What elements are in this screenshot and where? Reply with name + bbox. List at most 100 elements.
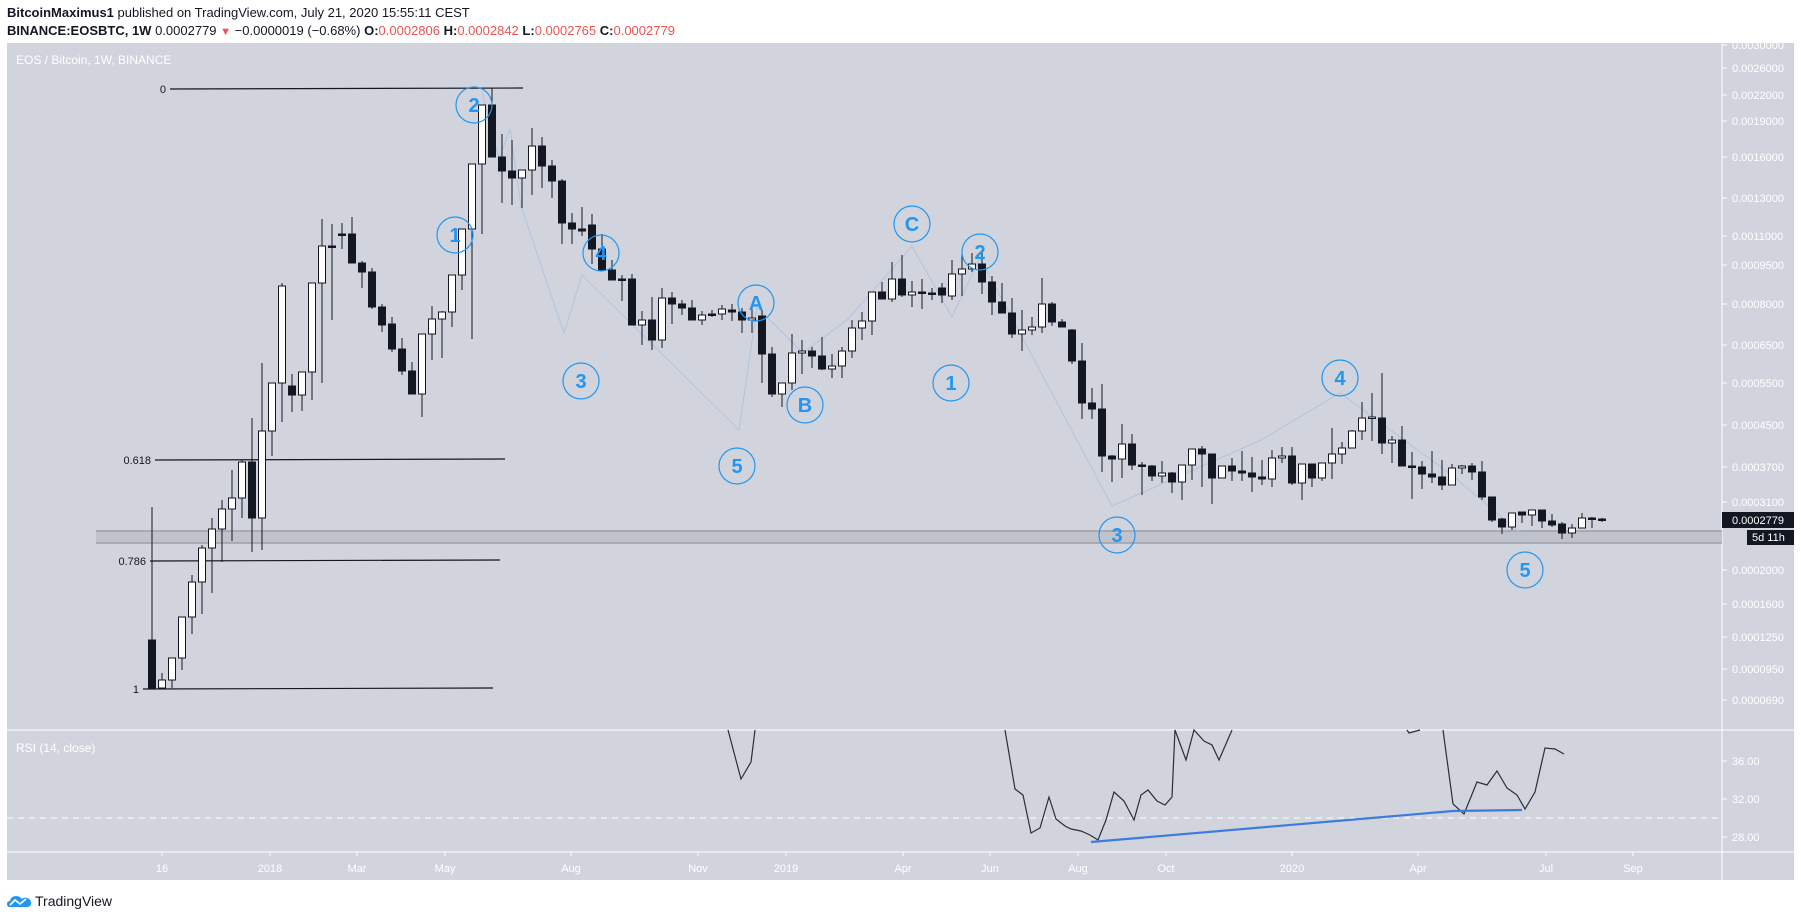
fib-level-line[interactable] — [142, 687, 494, 690]
svg-text:5: 5 — [731, 456, 742, 478]
bull-candle — [1448, 467, 1456, 486]
support-zone-rect[interactable] — [96, 531, 1722, 543]
svg-text:2: 2 — [468, 95, 479, 117]
bear-candle — [708, 313, 716, 316]
wave-labels[interactable]: 2 1 4 3 A B 5 C 2 1 4 3 5 — [436, 86, 1544, 589]
current-price-tag — [1722, 512, 1794, 528]
fib-level-label: 0.618 — [123, 455, 151, 467]
bear-candle — [1228, 465, 1236, 472]
bear-candle — [408, 370, 416, 395]
bear-candle — [1588, 517, 1596, 520]
bear-candle — [598, 248, 606, 271]
fib-level-label: 1 — [133, 684, 139, 696]
bull-candle — [478, 104, 486, 165]
svg-text:A: A — [749, 293, 763, 315]
bull-candle — [638, 319, 646, 326]
wave-path[interactable] — [481, 91, 1526, 538]
wave-label-A[interactable]: A — [737, 284, 775, 322]
wave-label-5[interactable]: 5 — [718, 447, 756, 485]
wave-label-3[interactable]: 3 — [1098, 516, 1136, 554]
support-zone[interactable] — [96, 530, 1722, 544]
price-axis-label: 0.0030000 — [1732, 40, 1784, 52]
bear-candle — [1488, 496, 1496, 521]
bull-candle — [1508, 512, 1516, 528]
fib-retracement[interactable]: 0 0.618 0.786 1 — [118, 84, 524, 696]
bear-candle — [1198, 448, 1206, 455]
bull-candle — [1278, 455, 1286, 459]
rsi-title: RSI (14, close) — [16, 741, 95, 755]
rsi-axis[interactable]: 36.00 32.00 28.00 — [1722, 756, 1760, 844]
bear-candle — [548, 165, 556, 182]
elliott-wave-polyline[interactable] — [481, 91, 1526, 538]
fib-level-label: 0.786 — [118, 556, 146, 568]
bear-candle — [578, 228, 586, 232]
bear-candle — [1098, 408, 1106, 457]
bull-candle — [1028, 326, 1036, 331]
bull-candle — [178, 616, 186, 659]
rsi-divergence-trendline[interactable] — [1090, 808, 1523, 844]
bull-candle — [888, 278, 896, 300]
wave-label-4[interactable]: 4 — [1321, 359, 1359, 397]
bull-candle — [1318, 462, 1326, 479]
wave-label-C[interactable]: C — [893, 205, 931, 243]
price-axis[interactable]: 0.0030000 0.0026000 0.0022000 0.0019000 0.00… — [1722, 40, 1794, 707]
bear-candle — [1108, 455, 1116, 460]
bull-candle — [1388, 439, 1396, 444]
fib-level-line[interactable] — [154, 458, 506, 461]
wave-label-1[interactable]: 1 — [436, 216, 474, 254]
bull-candle — [868, 291, 876, 322]
bull-candle — [468, 163, 476, 230]
tradingview-logo[interactable]: TradingView — [7, 893, 112, 909]
wave-label-2[interactable]: 2 — [455, 86, 493, 124]
bear-candle — [1418, 466, 1426, 475]
bear-candle — [288, 385, 296, 396]
wave-label-1[interactable]: 1 — [932, 364, 970, 402]
bull-candle — [308, 282, 316, 373]
bear-candle — [758, 315, 766, 355]
fib-level-line[interactable] — [149, 559, 501, 562]
author-name[interactable]: BitcoinMaximus1 — [7, 5, 114, 20]
bull-candle — [658, 297, 666, 341]
time-axis-label: Mar — [348, 863, 367, 875]
bear-candle — [1208, 453, 1216, 479]
wave-label-2[interactable]: 2 — [961, 233, 999, 271]
bear-candle — [1398, 439, 1406, 467]
down-arrow-icon: ▼ — [220, 26, 232, 38]
bear-candle — [878, 291, 886, 300]
price-axis-label: 0.0008000 — [1732, 299, 1784, 311]
time-axis-label: 16 — [156, 863, 168, 875]
bear-candle — [1048, 303, 1056, 323]
bull-candle — [218, 508, 226, 530]
bear-candle — [1468, 465, 1476, 473]
bull-candle — [528, 145, 536, 171]
bear-candle — [998, 301, 1006, 314]
bear-candle — [768, 353, 776, 395]
rsi-axis-label: 32.00 — [1732, 794, 1760, 806]
bear-candle — [1308, 463, 1316, 479]
fib-level-line[interactable] — [169, 87, 524, 90]
bull-candle — [298, 371, 306, 396]
wave-label-B[interactable]: B — [786, 386, 824, 424]
bear-candle — [1498, 518, 1506, 528]
price-axis-label: 0.0000690 — [1732, 695, 1784, 707]
bear-candle — [608, 269, 616, 281]
rsi-line — [1442, 729, 1565, 816]
bear-candle — [1478, 471, 1486, 498]
bear-candle — [1598, 518, 1606, 521]
svg-text:4: 4 — [595, 243, 607, 265]
rsi-line — [1406, 729, 1421, 734]
bull-candle — [418, 333, 426, 395]
time-axis-label: Aug — [561, 863, 581, 875]
bear-candle — [818, 355, 826, 370]
wave-label-3[interactable]: 3 — [562, 362, 600, 400]
bear-candle — [338, 233, 346, 236]
bull-candle — [1038, 303, 1046, 328]
time-axis[interactable]: 16 2018 Mar May Aug Nov 2019 Apr Jun Aug Oct 2020 Ap… — [156, 852, 1643, 875]
wave-label-5[interactable]: 5 — [1506, 551, 1544, 589]
wave-label-4[interactable]: 4 — [582, 234, 620, 272]
close-label: C: — [599, 23, 614, 38]
bear-candle — [1128, 443, 1136, 466]
price-axis-label: 0.0006500 — [1732, 340, 1784, 352]
candlestick-series — [148, 88, 1606, 689]
